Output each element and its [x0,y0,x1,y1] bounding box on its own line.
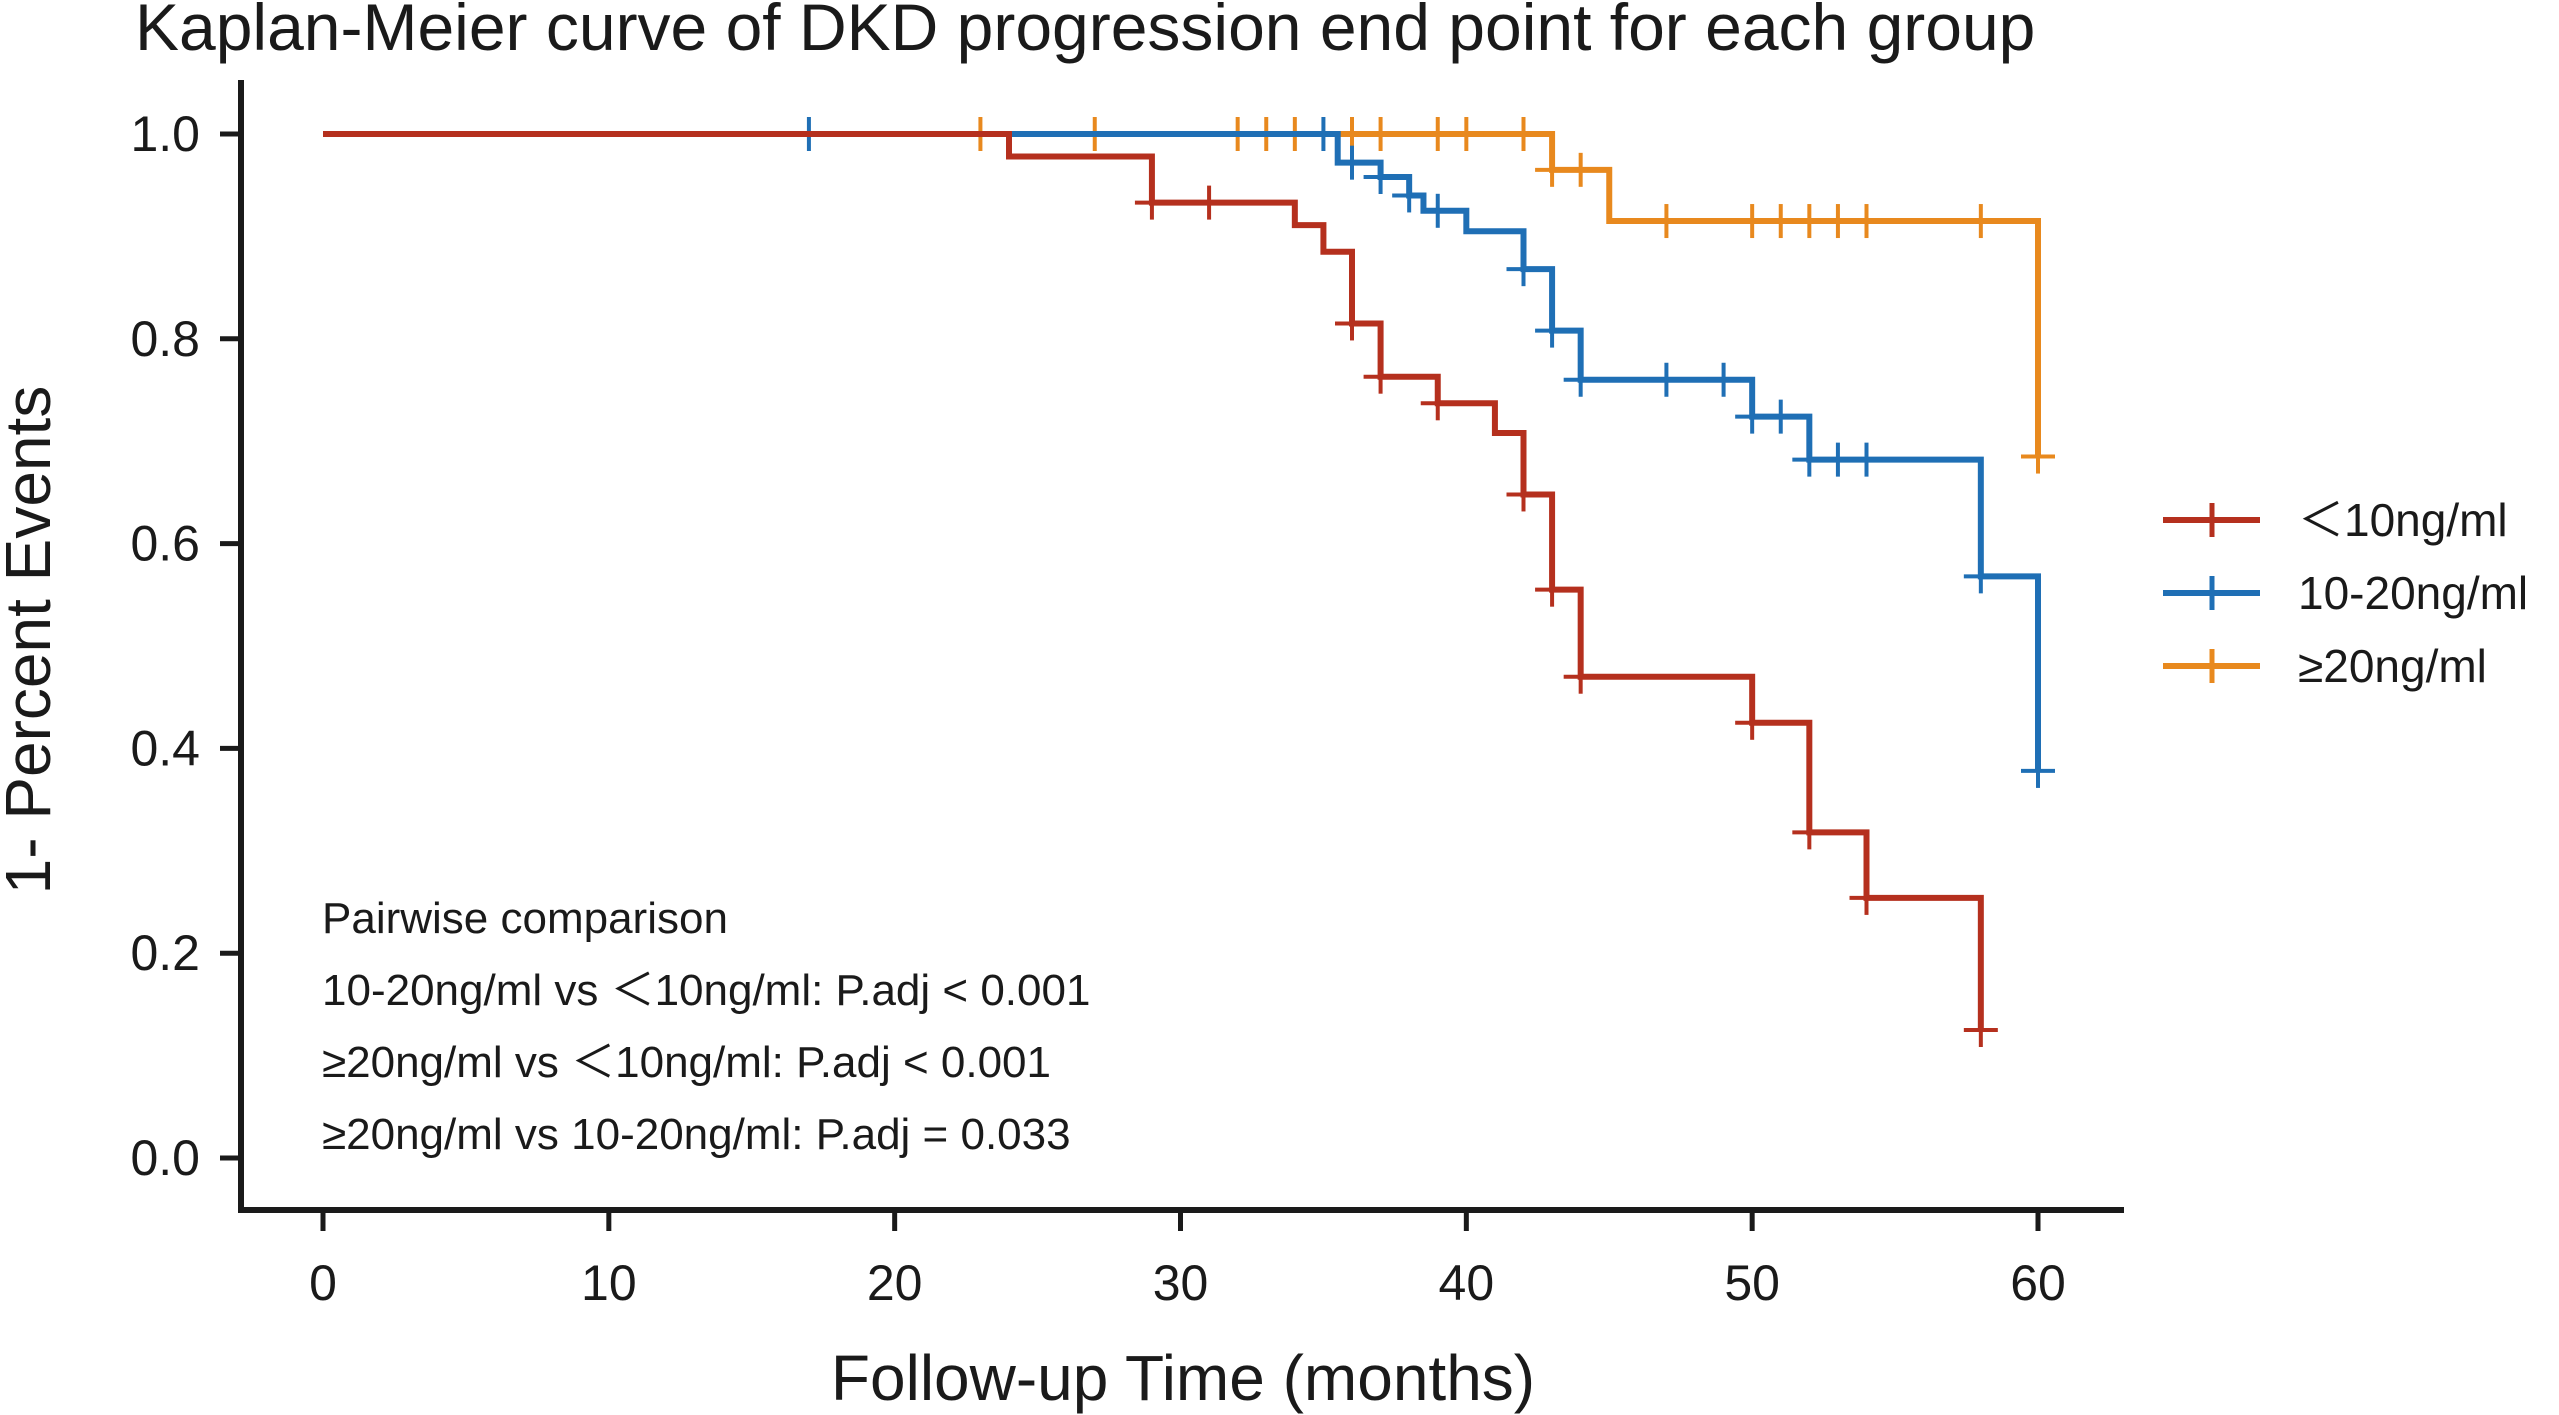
y-tick-label: 1.0 [130,106,200,162]
y-tick-label: 0.8 [130,311,200,367]
annotation-line: 10-20ng/ml vs ＜10ng/ml: P.adj < 0.001 [322,966,1090,1015]
x-tick-label: 20 [867,1255,923,1311]
legend-item: ＜10ng/ml [2163,494,2508,546]
series-layer [323,117,2055,1047]
censor-mark [1449,117,1484,151]
x-tick-label: 50 [1724,1255,1780,1311]
x-ticks: 0 10 20 30 40 50 60 [309,1210,2066,1311]
x-tick-label: 40 [1439,1255,1495,1311]
annotation-heading: Pairwise comparison [322,894,728,943]
censor-mark [1649,362,1684,397]
censor-mark [1535,572,1570,607]
censor-mark [1134,185,1169,220]
censor-mark [1392,178,1427,213]
chart-title: Kaplan-Meier curve of DKD progression en… [135,0,2035,64]
series-ge20 [323,117,2055,474]
censor-mark [2021,439,2055,474]
censor-mark [1335,145,1369,180]
censor-mark [1563,152,1598,187]
censor-mark [1363,359,1398,394]
series-lt10 [323,131,1998,1047]
censor-mark [1306,117,1341,151]
censor-mark [1963,204,1998,239]
censor-mark [1792,442,1827,477]
censor-mark [1420,386,1455,421]
censor-mark [1506,477,1541,512]
censor-mark [1192,185,1227,220]
x-tick-label: 0 [309,1255,337,1311]
x-tick-label: 30 [1153,1255,1209,1311]
y-axis-title: 1- Percent Events [0,386,64,895]
pairwise-annotations: Pairwise comparison 10-20ng/ml vs ＜10ng/… [322,894,1090,1159]
censor-mark [1820,204,1855,239]
censor-mark [1420,193,1455,228]
censor-mark [1849,880,1884,915]
censor-mark [1849,442,1884,477]
y-tick-label: 0.6 [130,516,200,572]
y-tick-label: 0.0 [130,1130,200,1186]
censor-mark [1506,252,1541,287]
legend-label: ≥20ng/ml [2298,640,2487,692]
censor-mark [1963,1013,1998,1047]
series-10to20 [323,117,2055,788]
x-tick-label: 60 [2010,1255,2066,1311]
legend-label: ＜10ng/ml [2298,494,2508,546]
censor-mark [1849,204,1884,239]
censor-mark [1706,362,1741,397]
censor-mark [1535,313,1570,348]
censor-mark [1649,204,1684,239]
censor-mark [1763,399,1798,434]
censor-mark [1563,659,1598,694]
censor-mark [1792,204,1827,239]
censor-mark [1792,815,1827,850]
censor-mark [2021,753,2055,788]
annotation-line: ≥20ng/ml vs 10-20ng/ml: P.adj = 0.033 [322,1110,1071,1159]
y-tick-label: 0.2 [130,925,200,981]
series-line [323,131,2041,457]
legend-label: 10-20ng/ml [2298,567,2528,619]
censor-mark [1363,160,1398,195]
y-ticks: 0.0 0.2 0.4 0.6 0.8 1.0 [130,106,241,1186]
censor-mark [1735,204,1770,239]
censor-mark [1763,204,1798,239]
censor-mark [1420,117,1455,151]
censor-mark [1535,152,1570,187]
censor-mark [1335,306,1369,341]
legend-item: 10-20ng/ml [2163,567,2528,619]
censor-mark [1363,117,1398,151]
censor-mark [1506,117,1541,151]
y-tick-label: 0.4 [130,720,200,776]
x-axis-title: Follow-up Time (months) [831,1342,1535,1414]
censor-mark [1963,559,1998,594]
legend-item: ≥20ng/ml [2163,640,2487,692]
series-line [323,131,1984,1030]
censor-mark [1563,362,1598,397]
annotation-line: ≥20ng/ml vs ＜10ng/ml: P.adj < 0.001 [322,1038,1051,1087]
censor-mark [1735,705,1770,740]
censor-mark [1820,442,1855,477]
censor-mark [1735,399,1770,434]
x-tick-label: 10 [581,1255,637,1311]
legend: ＜10ng/ml 10-20ng/ml ≥20ng/ml [2163,494,2528,692]
